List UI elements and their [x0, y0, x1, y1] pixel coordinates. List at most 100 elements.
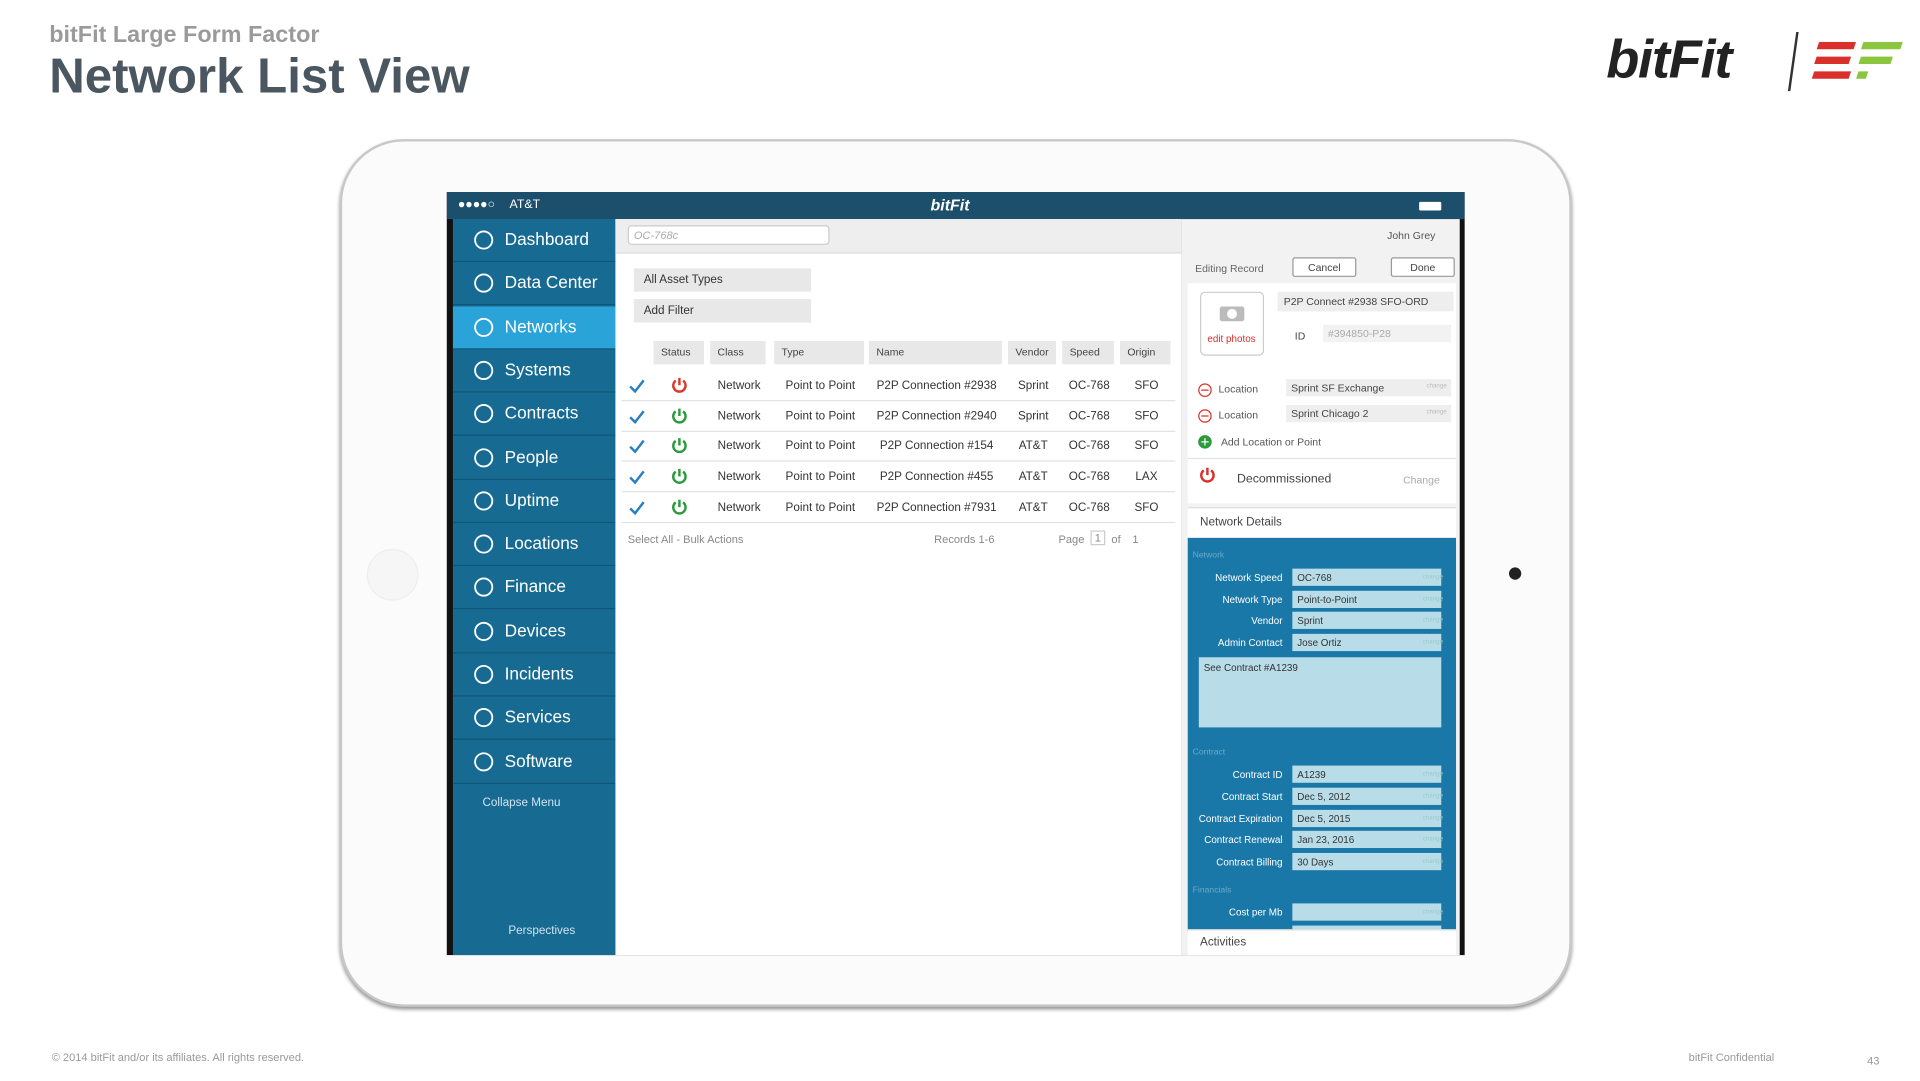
status-change[interactable]: Change: [1403, 473, 1440, 487]
field-box[interactable]: change: [1292, 903, 1443, 922]
signal: ●●●●○: [457, 198, 496, 212]
change-label: change: [1422, 638, 1443, 646]
add-location[interactable]: Add Location or Point: [1220, 435, 1321, 449]
column-header[interactable]: Speed: [1062, 340, 1114, 365]
row[interactable]: [621, 401, 1176, 432]
field-box[interactable]: Jose Ortiz change: [1292, 633, 1443, 651]
field-value: Point-to-Point: [1297, 593, 1357, 606]
menu-item[interactable]: Services: [452, 696, 616, 741]
menu-item[interactable]: People: [452, 436, 616, 480]
column-header[interactable]: Vendor: [1008, 340, 1057, 365]
change-label[interactable]: change: [1426, 382, 1447, 391]
field-value: A1239: [1297, 769, 1326, 781]
location-label[interactable]: Location: [1218, 382, 1259, 396]
change-label[interactable]: change: [1426, 408, 1447, 417]
home-button[interactable]: [366, 548, 419, 601]
cancel-button[interactable]: Cancel: [1292, 257, 1357, 277]
logo-divider: [1787, 32, 1799, 92]
field-value: Jose Ortiz: [1297, 637, 1342, 649]
search-box[interactable]: OC-768c: [627, 225, 830, 245]
row[interactable]: [621, 462, 1176, 493]
location-value[interactable]: Sprint SF Exchange: [1286, 379, 1452, 397]
field-box[interactable]: A1239 change: [1292, 766, 1443, 784]
column-header[interactable]: Origin: [1120, 340, 1171, 365]
asset-type-select[interactable]: All Asset Types: [633, 268, 812, 292]
menu-item[interactable]: Systems: [452, 349, 616, 393]
screen: ●●●●○ AT&T bitFit Dashboard Data Center Ne…: [446, 192, 1465, 956]
column-header[interactable]: Status: [653, 340, 705, 365]
id-label: ID: [1294, 329, 1306, 343]
row[interactable]: [621, 370, 1176, 402]
network-details-bar[interactable]: [1187, 507, 1457, 540]
notes-box[interactable]: See Contract #A1239: [1198, 657, 1442, 728]
carrier: AT&T: [509, 198, 541, 212]
location-label[interactable]: Location: [1218, 408, 1259, 421]
record-name[interactable]: P2P Connect #2938 SFO-ORD: [1277, 291, 1454, 312]
cell: OC-768: [1068, 439, 1110, 454]
cell: Point to Point: [785, 470, 856, 484]
menu-item[interactable]: Software: [452, 740, 616, 784]
field-box[interactable]: Sprint change: [1292, 611, 1443, 630]
cell: SFO: [1134, 409, 1159, 424]
column-header[interactable]: Name: [868, 340, 1002, 365]
menu-item[interactable]: Locations: [452, 523, 616, 567]
change-label: change: [1422, 595, 1443, 603]
menu-item[interactable]: Networks: [452, 305, 616, 350]
id-value[interactable]: #394850-P28: [1323, 324, 1452, 343]
add-filter[interactable]: Add Filter: [633, 299, 812, 323]
change-label: change: [1422, 792, 1443, 801]
field-box[interactable]: Dec 5, 2012 change: [1292, 787, 1443, 805]
menu-label: Locations: [504, 533, 579, 553]
menu-icon: [473, 750, 495, 778]
field-box[interactable]: OC-768 change: [1292, 568, 1443, 586]
field-box[interactable]: Point-to-Point change: [1292, 590, 1443, 608]
location-value[interactable]: Sprint Chicago 2: [1286, 404, 1452, 423]
field-value: Sprint: [1297, 615, 1323, 627]
menu-item[interactable]: Uptime: [452, 479, 616, 523]
title: Network List View: [49, 49, 470, 104]
menu-icon: [473, 403, 495, 431]
menu-item[interactable]: Incidents: [452, 653, 616, 697]
row[interactable]: [621, 431, 1176, 463]
cell: SFO: [1134, 439, 1159, 454]
done-button[interactable]: Done: [1390, 257, 1455, 277]
cell: Network: [717, 379, 761, 393]
field-box[interactable]: 30 Days change: [1292, 852, 1443, 870]
activities-bar[interactable]: [1187, 929, 1457, 956]
row-checkbox: [628, 408, 645, 430]
page-input[interactable]: 1: [1090, 530, 1106, 546]
menu-item[interactable]: Finance: [452, 566, 616, 610]
records: Records 1-6: [934, 532, 995, 546]
content: OC-768c All Asset Types Add Filter Status Cl…: [615, 219, 1182, 956]
camera-icon: [1218, 303, 1245, 329]
column-header[interactable]: Type: [774, 340, 865, 365]
menu-label: Contracts: [504, 402, 579, 423]
field-value: Jan 23, 2016: [1297, 834, 1355, 846]
field-label: Admin Contact: [1217, 637, 1283, 649]
change-label: change: [1422, 770, 1443, 779]
remove-icon: [1198, 382, 1213, 404]
cell: Point to Point: [785, 409, 856, 424]
collapse-menu[interactable]: Collapse Menu: [482, 796, 561, 810]
menu-label: Software: [504, 750, 573, 770]
network-details: Network Details: [1200, 515, 1282, 530]
menu-item[interactable]: Devices: [452, 610, 616, 654]
field-value: 30 Days: [1297, 856, 1334, 868]
menu-item[interactable]: Data Center: [452, 262, 616, 306]
menu-item[interactable]: Dashboard: [452, 219, 616, 263]
menu-label: People: [504, 446, 559, 466]
bulk-actions[interactable]: Select All - Bulk Actions: [627, 532, 744, 546]
cell: Network: [717, 500, 761, 515]
menu-icon: [473, 316, 495, 344]
field-value: OC-768: [1297, 572, 1332, 584]
field-box[interactable]: Jan 23, 2016 change: [1292, 831, 1443, 849]
column-header[interactable]: Class: [710, 340, 766, 365]
editing-label: Editing Record: [1195, 262, 1264, 275]
menu-item[interactable]: Contracts: [452, 392, 616, 436]
photo-box[interactable]: edit photos: [1200, 291, 1265, 356]
change-label: change: [1422, 814, 1443, 822]
perspectives[interactable]: Perspectives: [508, 924, 576, 938]
logo: bitFit: [1606, 29, 1732, 90]
field-box[interactable]: Dec 5, 2015 change: [1292, 809, 1443, 827]
row[interactable]: [621, 492, 1176, 523]
